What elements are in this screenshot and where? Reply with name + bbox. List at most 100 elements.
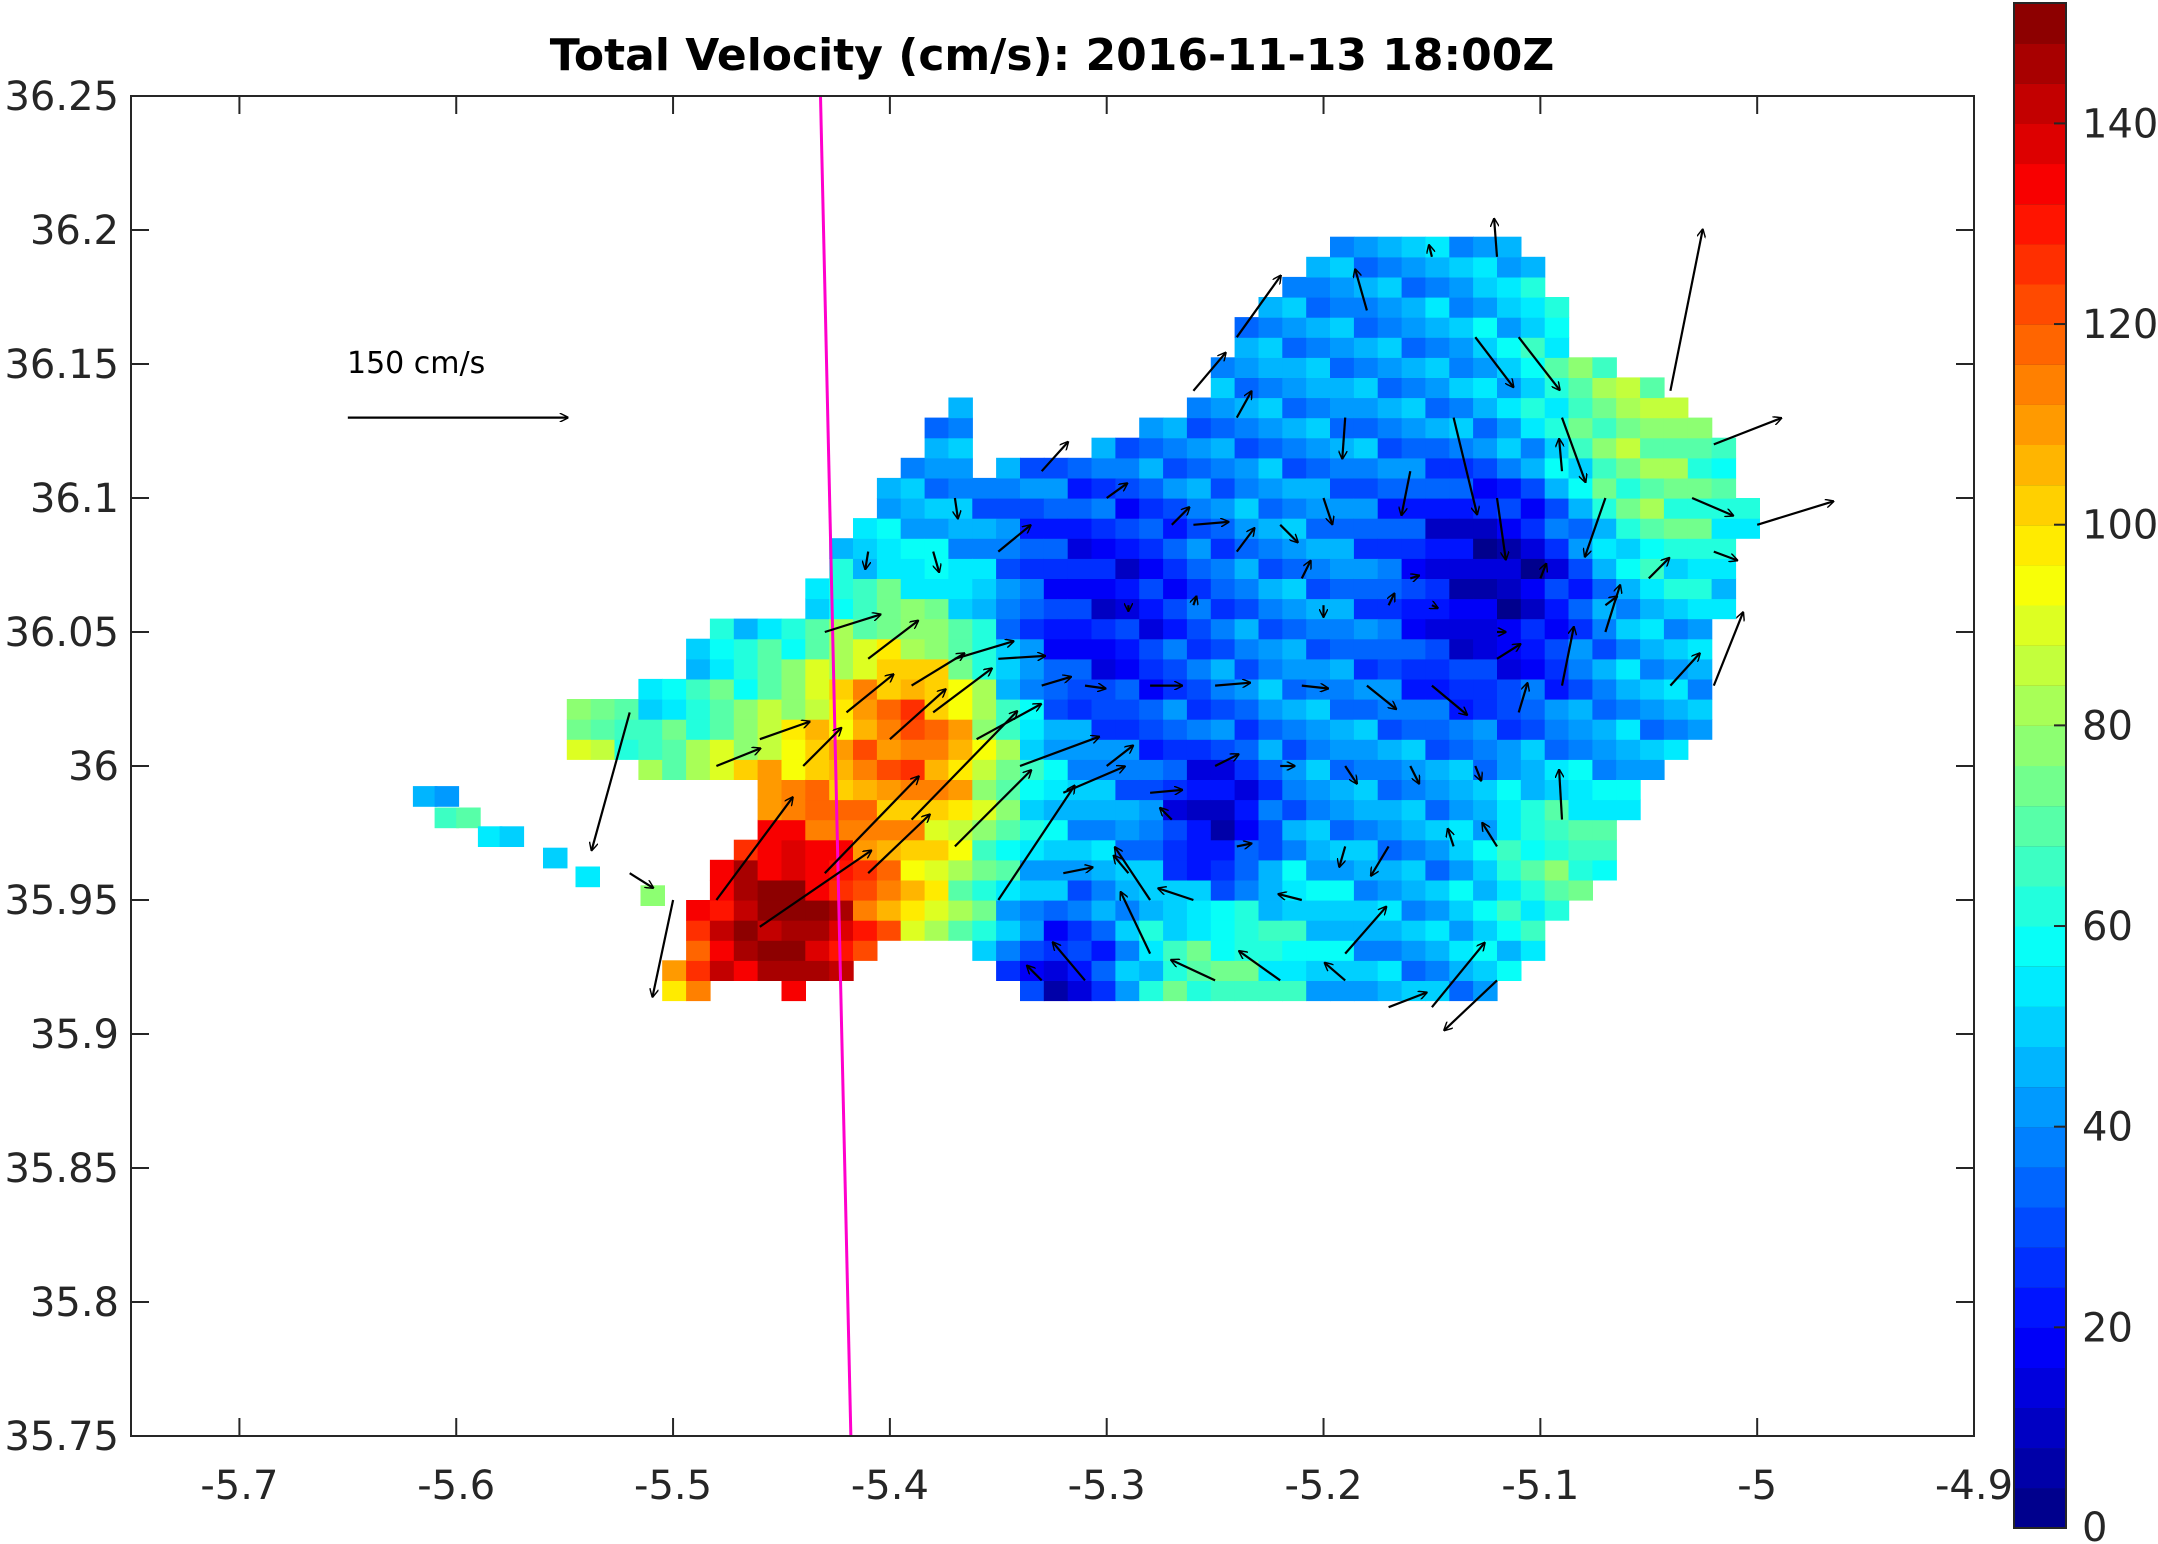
heatmap-cell bbox=[1473, 900, 1498, 921]
heatmap-cell bbox=[1616, 799, 1641, 821]
heatmap-cell bbox=[853, 920, 878, 941]
heatmap-cell bbox=[1520, 900, 1546, 921]
heatmap-cell bbox=[1115, 799, 1140, 821]
heatmap-cell bbox=[662, 719, 687, 740]
heatmap-cell bbox=[1425, 980, 1450, 1002]
heatmap-cell bbox=[686, 658, 711, 680]
heatmap-cell bbox=[924, 920, 950, 941]
heatmap-cell bbox=[1330, 477, 1355, 499]
heatmap-cell bbox=[972, 779, 997, 801]
heatmap-cell bbox=[1497, 920, 1522, 941]
heatmap-cell bbox=[924, 498, 950, 519]
heatmap-cell bbox=[1711, 598, 1737, 620]
heatmap-cell bbox=[1067, 578, 1093, 600]
heatmap-cell bbox=[1544, 618, 1570, 640]
velocity-arrow bbox=[1325, 963, 1346, 982]
heatmap-cell bbox=[1544, 558, 1570, 579]
heatmap-cell bbox=[781, 699, 806, 720]
heatmap-cell bbox=[1258, 477, 1283, 499]
heatmap-cell bbox=[1353, 638, 1379, 660]
heatmap-cell bbox=[781, 759, 806, 780]
heatmap-cell bbox=[1473, 297, 1498, 318]
heatmap-cell bbox=[1139, 477, 1164, 499]
velocity-arrow bbox=[889, 689, 946, 741]
heatmap-cell bbox=[1449, 739, 1474, 760]
heatmap-cell bbox=[1473, 437, 1498, 459]
heatmap-cell bbox=[1306, 900, 1331, 921]
heatmap-cell bbox=[1139, 457, 1164, 479]
heatmap-cell bbox=[781, 980, 806, 1002]
heatmap-cell bbox=[948, 558, 973, 579]
heatmap-cell bbox=[733, 859, 759, 881]
heatmap-cell bbox=[1353, 779, 1379, 801]
heatmap-cell bbox=[1663, 699, 1689, 720]
heatmap-cell bbox=[924, 477, 950, 499]
heatmap-cell bbox=[1306, 799, 1331, 821]
heatmap-cell bbox=[1449, 297, 1474, 318]
heatmap-cell bbox=[1377, 477, 1403, 499]
heatmap-cell bbox=[1306, 980, 1331, 1002]
heatmap-cell bbox=[1497, 879, 1522, 901]
heatmap-cell bbox=[1163, 839, 1188, 861]
heatmap-cell bbox=[1497, 839, 1522, 861]
heatmap-cell bbox=[757, 618, 783, 640]
heatmap-cell bbox=[1043, 618, 1069, 640]
heatmap-cell bbox=[1353, 457, 1379, 479]
heatmap-cell bbox=[1592, 558, 1617, 579]
heatmap-cell bbox=[1115, 759, 1140, 780]
heatmap-cell bbox=[1401, 920, 1427, 941]
velocity-arrow bbox=[1475, 765, 1481, 781]
heatmap-cell bbox=[1353, 618, 1379, 640]
heatmap-cell bbox=[686, 638, 711, 660]
heatmap-cell bbox=[1330, 256, 1355, 278]
colorbar-swatch bbox=[2014, 1247, 2066, 1288]
heatmap-cell bbox=[996, 920, 1021, 941]
heatmap-cell bbox=[1401, 839, 1427, 861]
heatmap-cell bbox=[1377, 437, 1403, 459]
heatmap-cell bbox=[1663, 477, 1689, 499]
heatmap-cell bbox=[1568, 699, 1593, 720]
heatmap-cell bbox=[924, 879, 950, 901]
velocity-arrow bbox=[1713, 550, 1738, 561]
heatmap-cell bbox=[1330, 699, 1355, 720]
heatmap-cell bbox=[1425, 417, 1450, 439]
velocity-arrow bbox=[1402, 470, 1412, 515]
heatmap-cell bbox=[1449, 276, 1474, 298]
heatmap-cell bbox=[1377, 618, 1403, 640]
heatmap-cell bbox=[1520, 578, 1546, 600]
heatmap-cell bbox=[1163, 799, 1188, 821]
heatmap-cell bbox=[1640, 397, 1665, 419]
heatmap-cell bbox=[1544, 879, 1570, 901]
heatmap-cell bbox=[1401, 658, 1427, 680]
heatmap-cell bbox=[1258, 297, 1283, 318]
heatmap-cell bbox=[996, 658, 1021, 680]
heatmap-cell bbox=[1330, 618, 1355, 640]
heatmap-cell bbox=[1497, 658, 1522, 680]
velocity-arrow bbox=[865, 551, 868, 570]
velocity-arrow bbox=[1121, 892, 1152, 955]
heatmap-cell bbox=[972, 799, 997, 821]
heatmap-cell bbox=[1091, 819, 1116, 841]
heatmap-cell bbox=[1115, 920, 1140, 941]
heatmap-cell bbox=[1043, 960, 1069, 981]
heatmap-cell bbox=[1258, 618, 1283, 640]
colorbar: 0 20 40 60 80 100 120 140 bbox=[2013, 2, 2158, 1544]
heatmap-cell bbox=[1186, 719, 1212, 740]
velocity-arrow bbox=[1388, 993, 1427, 1009]
heatmap-cell bbox=[1043, 719, 1069, 740]
heatmap-cell bbox=[1568, 779, 1593, 801]
colorbar-swatch bbox=[2014, 1126, 2066, 1168]
heatmap-cell bbox=[1306, 859, 1331, 881]
heatmap-cell bbox=[733, 940, 759, 961]
heatmap-cell bbox=[1258, 538, 1283, 559]
heatmap-cell bbox=[781, 920, 806, 941]
heatmap-cell bbox=[1568, 578, 1593, 600]
heatmap-cell bbox=[1330, 879, 1355, 901]
heatmap-cell bbox=[1449, 498, 1474, 519]
heatmap-cell bbox=[1544, 397, 1570, 419]
heatmap-cell bbox=[1258, 598, 1283, 620]
heatmap-cell bbox=[1330, 658, 1355, 680]
heatmap-cell bbox=[1282, 598, 1307, 620]
heatmap-cell bbox=[1330, 236, 1355, 258]
heatmap-cell bbox=[1067, 879, 1093, 901]
